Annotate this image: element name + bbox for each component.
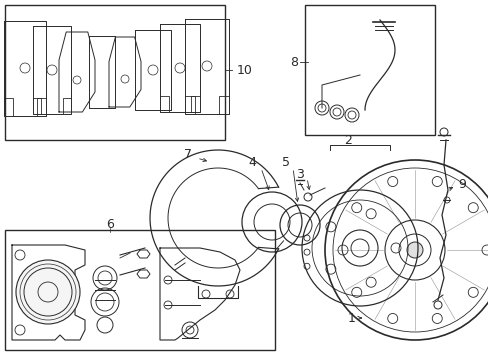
Text: 4: 4 [247, 156, 256, 168]
Text: 8: 8 [289, 55, 297, 68]
Text: 6: 6 [106, 219, 114, 231]
Text: 5: 5 [282, 156, 289, 168]
Circle shape [406, 242, 422, 258]
Bar [5, 5, 224, 140]
Text: 10: 10 [237, 63, 252, 77]
Text: 1: 1 [347, 311, 355, 324]
Bar [5, 230, 274, 350]
Text: 7: 7 [183, 148, 192, 162]
Text: 2: 2 [344, 134, 351, 147]
Bar [305, 5, 434, 135]
Circle shape [16, 260, 80, 324]
Text: 3: 3 [296, 168, 304, 181]
Text: 9: 9 [457, 179, 465, 192]
